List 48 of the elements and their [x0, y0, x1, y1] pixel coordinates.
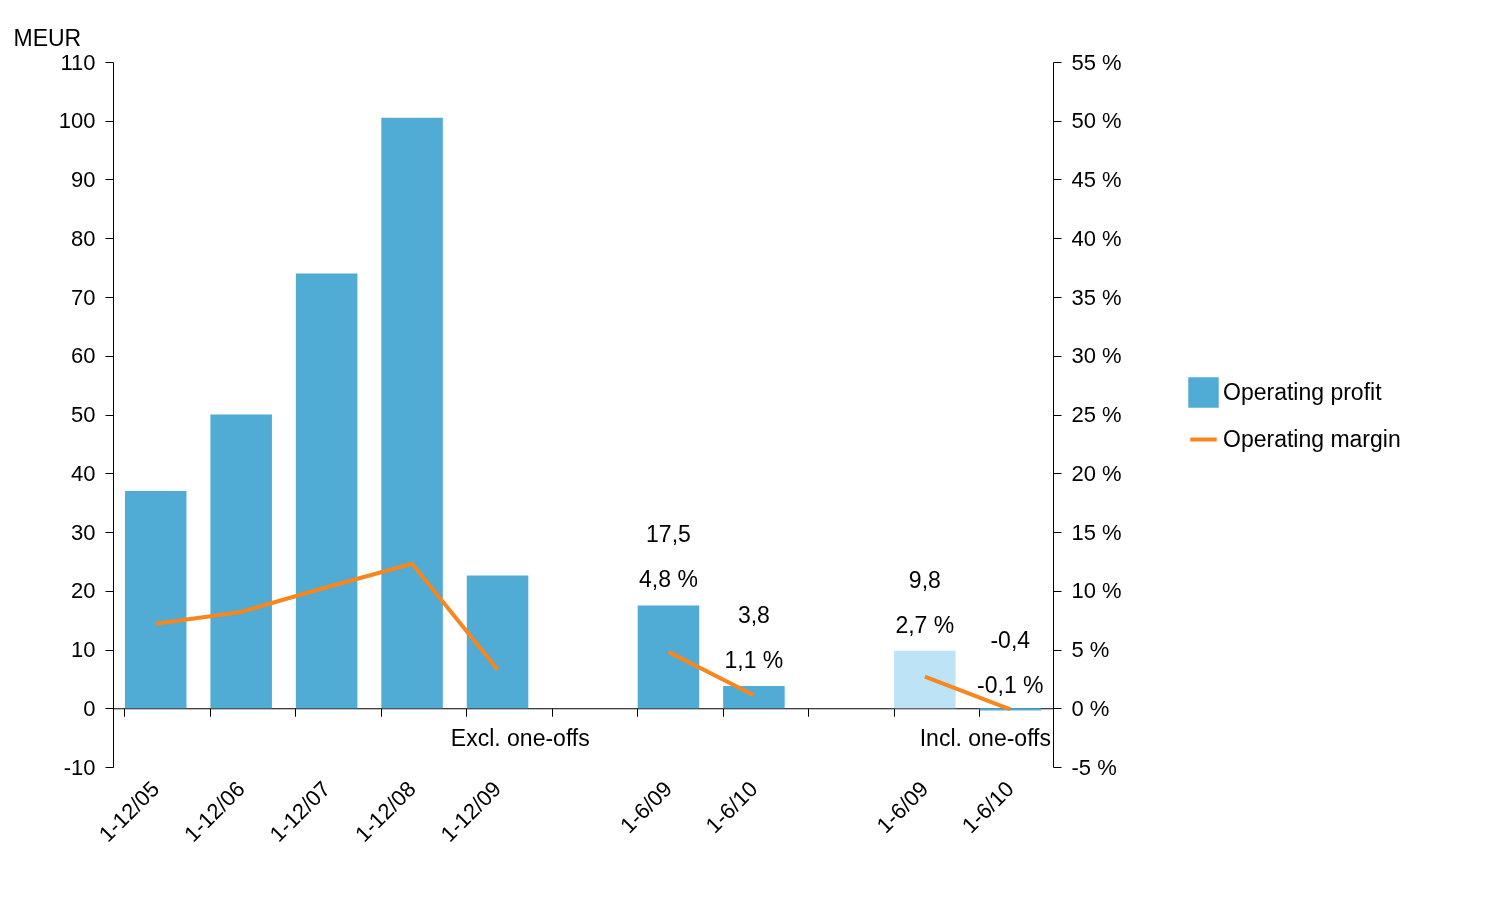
y-tick-label: 20: [71, 578, 96, 604]
y2-tick-label: 20 %: [1071, 460, 1122, 486]
bar: [637, 605, 700, 709]
y-tick-label: 90: [71, 167, 96, 192]
y2-tick-label: -5 %: [1071, 754, 1117, 780]
y-tick-label: 40: [71, 460, 96, 486]
y2-tick-label: 25 %: [1071, 402, 1122, 427]
data-label: 3,8: [737, 601, 770, 628]
data-label: 9,8: [908, 566, 941, 593]
y2-tick-label: 5 %: [1071, 637, 1110, 662]
data-label: -0,1 %: [977, 671, 1044, 698]
data-label: 4,8 %: [639, 566, 698, 593]
y-tick-label: 80: [71, 225, 96, 251]
y2-tick-label: 10 %: [1071, 578, 1122, 604]
legend-label: Operating margin: [1223, 425, 1401, 452]
legend-label: Operating profit: [1223, 378, 1383, 405]
data-label: 17,5: [646, 521, 691, 548]
y2-tick-label: 30 %: [1071, 343, 1122, 369]
y2-tick-label: 45 %: [1071, 167, 1122, 192]
bar: [466, 575, 529, 709]
bar: [381, 117, 443, 709]
bar: [210, 414, 272, 709]
bar: [124, 490, 187, 709]
bar: [295, 273, 358, 709]
y-tick-label: 10: [71, 637, 96, 662]
annotation: Incl. one-offs: [919, 725, 1051, 751]
y2-tick-label: 55 %: [1071, 49, 1122, 75]
bar: [894, 650, 956, 709]
y-axis-title: MEUR: [13, 24, 82, 51]
y2-tick-label: 35 %: [1071, 284, 1122, 310]
y2-tick-label: 15 %: [1071, 519, 1122, 545]
y-tick-label: 0: [83, 695, 96, 721]
y2-tick-label: 40 %: [1071, 225, 1122, 251]
y2-tick-label: 0 %: [1071, 695, 1110, 721]
y-tick-label: 110: [60, 49, 96, 75]
y-tick-label: 60: [71, 343, 96, 369]
y-tick-label: 50: [71, 402, 96, 427]
bar: [723, 685, 785, 709]
data-label: -0,4: [990, 626, 1031, 653]
data-label: 2,7 %: [895, 611, 955, 638]
bar: [979, 708, 1042, 711]
y-tick-label: 100: [58, 108, 96, 134]
y-tick-label: 30: [71, 519, 96, 545]
annotation: Excl. one-offs: [450, 725, 590, 751]
y-tick-label: -10: [63, 754, 96, 780]
y-tick-label: 70: [71, 284, 96, 310]
y2-tick-label: 50 %: [1071, 108, 1122, 134]
data-label: 1,1 %: [724, 646, 784, 673]
